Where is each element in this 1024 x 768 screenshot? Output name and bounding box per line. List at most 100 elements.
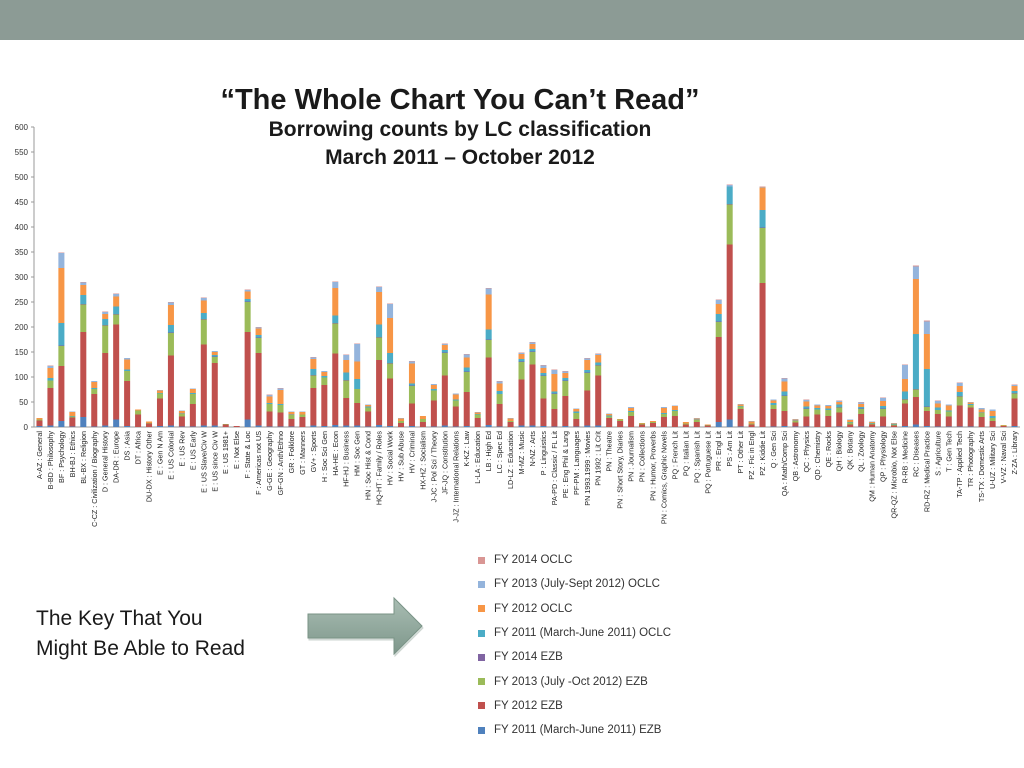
bar-segment [540,376,547,399]
x-tick-label: V-VZ : Naval Sci [999,431,1008,484]
bar-segment [518,359,525,362]
x-tick-label: C-CZ : Civilization / Biography [90,431,99,527]
bar-segment [967,402,974,404]
bar-segment [858,404,865,407]
bar-segment [901,364,908,365]
bar-segment [901,365,908,379]
bar-segment [452,426,459,427]
bar-segment [452,399,459,401]
bar-segment [529,351,536,352]
bar-segment [376,337,383,360]
bar-segment [847,422,854,425]
x-tick-label: JF-JQ : Constitution [440,431,449,495]
bar-segment [365,426,372,427]
bar-segment [496,381,503,384]
bar-segment [617,421,624,427]
bar-segment [211,363,218,426]
x-tick-label: PF-PM : Languages [572,431,581,495]
bar-segment [912,265,919,267]
bar-segment [343,360,350,373]
x-tick-label: PZ : Fic in Engl [747,431,756,480]
y-tick-label: 250 [15,298,29,307]
bar-segment [1011,398,1018,426]
bar-segment [759,187,766,188]
bar-segment [770,400,777,403]
bar-segment [956,392,963,396]
x-tick-label: DA-DR : Europe [112,431,121,483]
bar-segment [989,411,996,416]
bar-segment [825,406,832,409]
bar-segment [836,404,843,407]
bar-segment [989,409,996,411]
bar-segment [211,356,218,357]
x-tick-label: QR-QZ : Microbio, Not Else [890,431,899,518]
right-arrow-icon [307,596,424,658]
x-tick-label: QM : Human Anatomy [868,431,877,502]
x-tick-label: M-MZ : Music [517,431,526,475]
bar-segment [628,411,635,412]
bar-segment [781,381,788,392]
chart-date-range: March 2011 – October 2012 [325,146,595,169]
bar-segment [551,409,558,427]
bar-segment [803,426,810,427]
x-tick-label: E : US Rev [177,431,186,467]
bar-segment [485,339,492,340]
bar-segment [945,404,952,406]
bar-segment [343,372,350,380]
x-tick-label: BL-BX : Religion [79,431,88,484]
bar-segment [397,423,405,427]
bar-segment [858,414,865,427]
bar-segment [792,426,799,427]
x-tick-label: P : Linguistics [539,431,548,476]
x-tick-label: U-UZ : Military Sci [988,431,997,489]
bar-segment [244,302,251,332]
x-tick-label: A-AZ : General [35,431,44,479]
bar-segment [715,304,722,314]
bar-segment [200,344,207,426]
bar-segment [945,405,952,411]
bar-segment [923,411,930,426]
bar-segment [255,327,262,329]
bar-segment [814,408,821,410]
bar-segment [573,411,580,413]
bar-segment [332,323,339,354]
bar-segment [167,305,174,325]
bar-segment [901,403,908,426]
bar-segment [825,405,832,406]
x-tick-label: DU-DX : History Other [145,430,154,502]
bar-segment [617,419,624,421]
x-tick-label: F : State & Loc [243,431,252,479]
bar-segment [923,321,930,334]
bar-segment [113,324,120,420]
bar-segment [167,332,174,333]
bar-segment [102,319,109,325]
bar-segment [573,419,580,427]
bar-segment [463,371,470,372]
chart-legend: FY 2014 OCLC FY 2013 (July-Sept 2012) OCL… [470,548,671,742]
bar-segment [419,419,426,422]
bar-segment [102,425,109,427]
bar-segment [277,412,284,427]
bar-segment [485,329,492,340]
bar-segment [836,402,843,405]
bar-segment [47,388,54,426]
bar-segment [934,401,941,404]
bar-segment [321,377,328,385]
bar-segment [671,410,678,411]
bar-segment [288,412,295,415]
bar-segment [211,357,218,363]
legend-swatch [478,580,485,588]
bar-segment [748,423,755,425]
bar-segment [606,415,613,417]
bar-segment [452,400,459,407]
bar-segment [595,365,602,366]
bar-segment [595,353,602,354]
bar-segment [540,365,547,368]
x-tick-label: PA-PD : Classic / FL Lit [550,431,559,505]
bar-segment [945,416,952,427]
bar-segment [178,413,185,414]
bar-segment [200,297,207,298]
bar-segment [551,393,558,394]
x-tick-label: PN : Short Story, Diaries [616,431,625,509]
bar-segment [890,423,898,424]
